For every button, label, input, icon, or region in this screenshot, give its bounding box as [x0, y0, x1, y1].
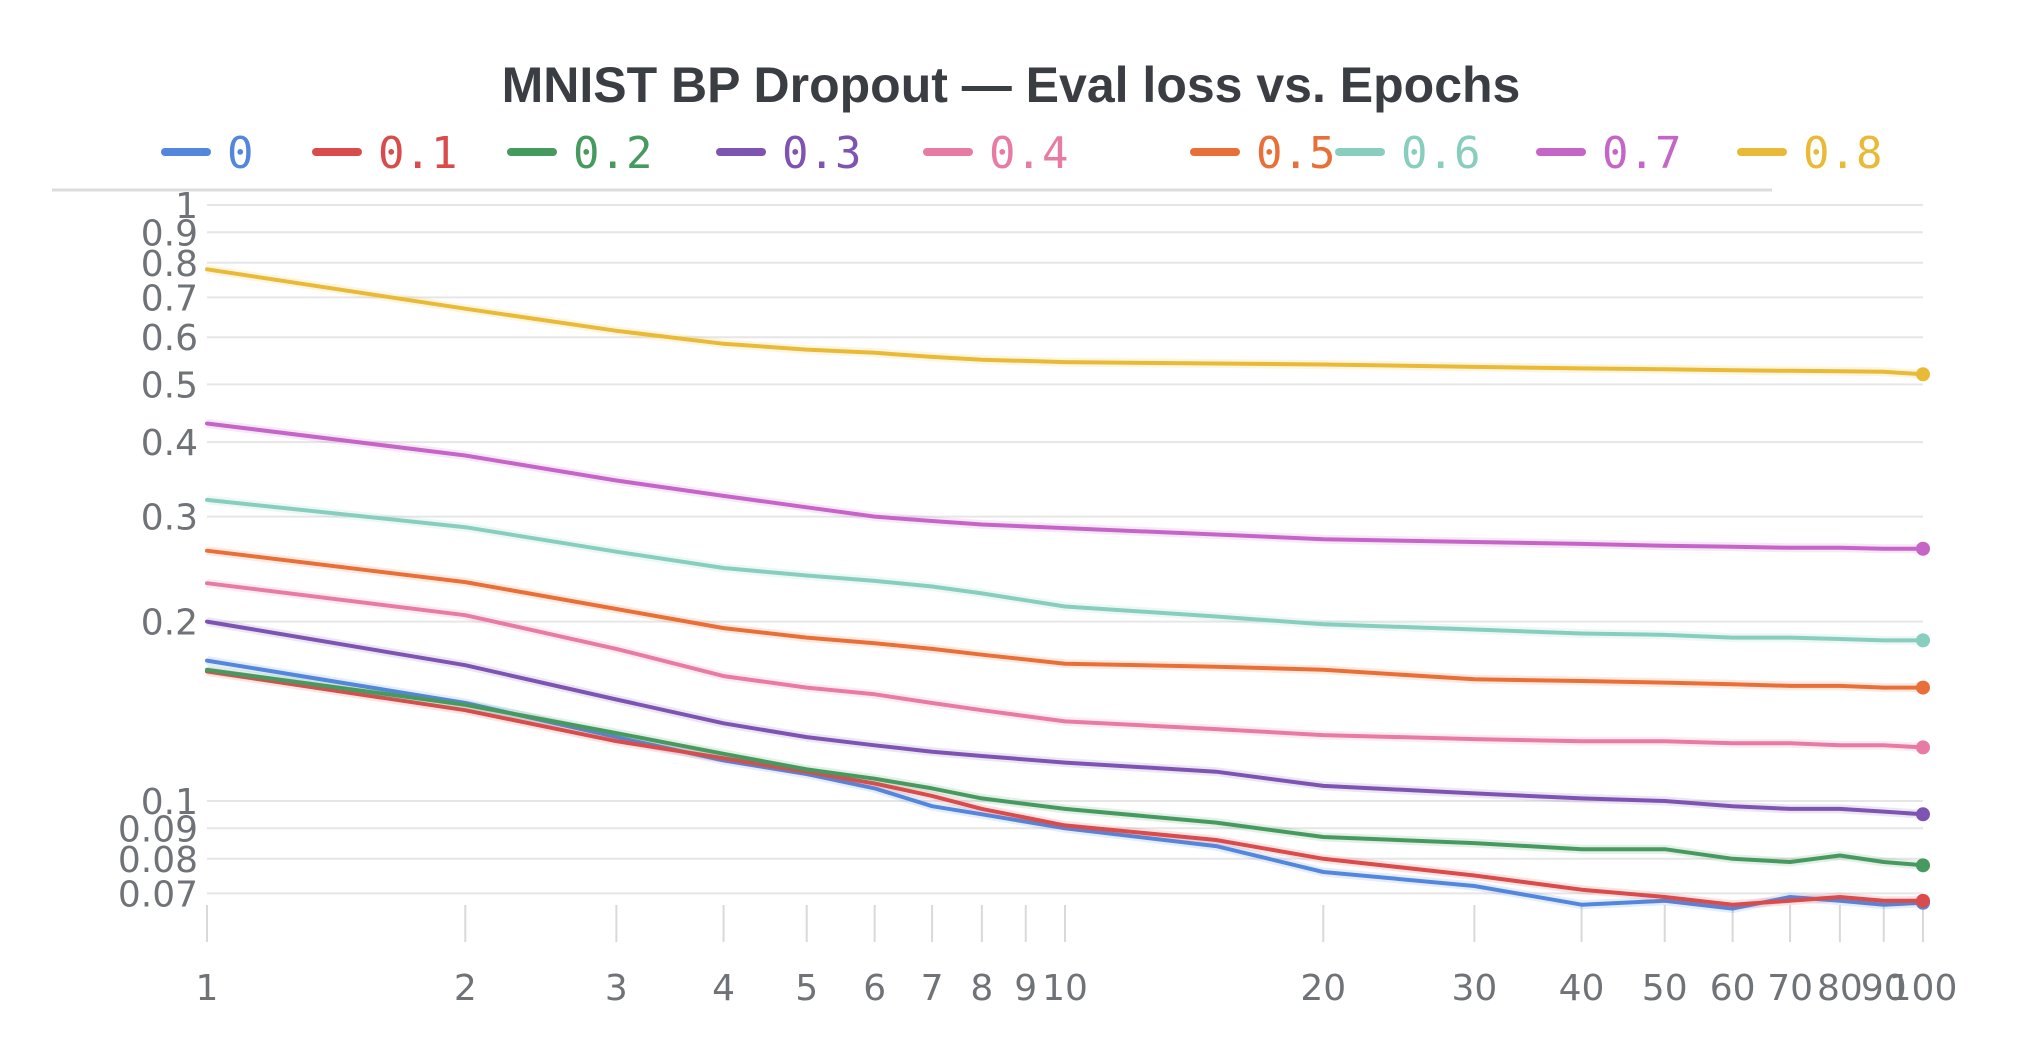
x-tick-label: 6	[863, 968, 886, 1009]
series-end-point[interactable]	[1916, 893, 1930, 908]
series-line[interactable]	[205, 267, 1925, 377]
x-tick-label: 4	[712, 968, 735, 1009]
series-end-point[interactable]	[1916, 367, 1930, 382]
y-tick-label: 0.3	[141, 498, 198, 539]
legend-item-0.1[interactable]: 0.1	[312, 128, 457, 179]
y-tick-label: 0.5	[141, 365, 198, 406]
x-tick-label: 5	[795, 968, 818, 1009]
legend-label: 0.2	[573, 128, 652, 179]
x-tick-label: 20	[1300, 968, 1346, 1009]
legend-label: 0.8	[1803, 128, 1882, 179]
x-tick-label: 10	[1042, 968, 1088, 1009]
legend-label: 0.1	[378, 128, 457, 179]
y-tick-label: 0.2	[141, 603, 198, 644]
legend-label: 0	[227, 128, 254, 179]
x-tick-label: 60	[1710, 968, 1756, 1009]
x-tick-label: 30	[1451, 968, 1497, 1009]
series-0.6	[205, 495, 1930, 648]
series-line[interactable]	[205, 421, 1925, 551]
y-tick-label: 0.8	[141, 244, 198, 285]
y-tick-label: 0.1	[141, 782, 198, 823]
series-0	[205, 656, 1930, 914]
x-tick-label: 50	[1642, 968, 1688, 1009]
series-0.4	[205, 578, 1930, 755]
y-tick-label: 0.07	[118, 874, 198, 915]
series-line-shadow	[206, 656, 1924, 914]
y-tick-label: 0.08	[118, 840, 198, 881]
series-end-point[interactable]	[1916, 633, 1930, 648]
series-line[interactable]	[205, 548, 1925, 690]
series-0.1	[205, 666, 1930, 910]
series-line[interactable]	[205, 667, 1925, 868]
legend: 0 0.1 0.2 0.3 0.4 0.5 0.6 0.7 0.8	[161, 128, 1882, 179]
series-line[interactable]	[205, 619, 1925, 817]
y-tick-label: 0.09	[118, 809, 198, 850]
x-tick-label: 9	[1014, 968, 1037, 1009]
y-tick-label: 0.9	[141, 213, 198, 254]
x-tick-label: 2	[454, 968, 477, 1009]
series-group	[205, 264, 1930, 914]
y-axis: 10.90.80.70.6 0.5 0.4 0.3 0.2 0.10.090.080.07	[118, 186, 198, 915]
series-line-shadow	[206, 264, 1924, 379]
x-tick-label: 40	[1559, 968, 1605, 1009]
legend-item-0.5[interactable]: 0.5	[1190, 128, 1335, 179]
legend-item-0.6[interactable]: 0.6	[1335, 128, 1480, 179]
legend-label: 0.6	[1401, 128, 1480, 179]
series-end-point[interactable]	[1916, 541, 1930, 556]
legend-item-0.8[interactable]: 0.8	[1737, 128, 1882, 179]
series-end-point[interactable]	[1916, 680, 1930, 695]
x-tick-label: 1	[196, 968, 219, 1009]
x-tick-label: 100	[1889, 968, 1958, 1009]
chart-title: MNIST BP Dropout — Eval loss vs. Epochs	[502, 57, 1521, 113]
x-tick-label: 90	[1861, 968, 1907, 1009]
series-line[interactable]	[205, 669, 1925, 907]
legend-label: 0.3	[782, 128, 861, 179]
series-0.8	[205, 264, 1930, 382]
legend-label: 0.5	[1256, 128, 1335, 179]
series-0.2	[205, 665, 1930, 873]
x-tick-label: 70	[1767, 968, 1813, 1009]
y-tick-label: 1	[175, 186, 198, 227]
legend-item-0.7[interactable]: 0.7	[1536, 128, 1681, 179]
series-end-point[interactable]	[1916, 858, 1930, 873]
y-tick-label: 0.4	[141, 423, 198, 464]
legend-item-0.4[interactable]: 0.4	[923, 128, 1068, 179]
series-end-point[interactable]	[1916, 740, 1930, 755]
legend-label: 0.4	[989, 128, 1068, 179]
series-0.3	[205, 617, 1930, 822]
x-tick-label: 8	[970, 968, 993, 1009]
legend-item-0[interactable]: 0	[161, 128, 254, 179]
series-line[interactable]	[205, 658, 1925, 911]
series-0.5	[205, 546, 1930, 695]
x-tick-label: 7	[921, 968, 944, 1009]
series-0.7	[205, 419, 1930, 556]
y-tick-label: 0.7	[141, 278, 198, 319]
series-line[interactable]	[205, 497, 1925, 643]
x-tick-label: 3	[605, 968, 628, 1009]
x-tick-label: 80	[1817, 968, 1863, 1009]
legend-item-0.3[interactable]: 0.3	[716, 128, 861, 179]
series-line[interactable]	[205, 581, 1925, 750]
legend-label: 0.7	[1602, 128, 1681, 179]
legend-item-0.2[interactable]: 0.2	[507, 128, 652, 179]
y-tick-label: 0.6	[141, 318, 198, 359]
series-end-point[interactable]	[1916, 807, 1930, 822]
